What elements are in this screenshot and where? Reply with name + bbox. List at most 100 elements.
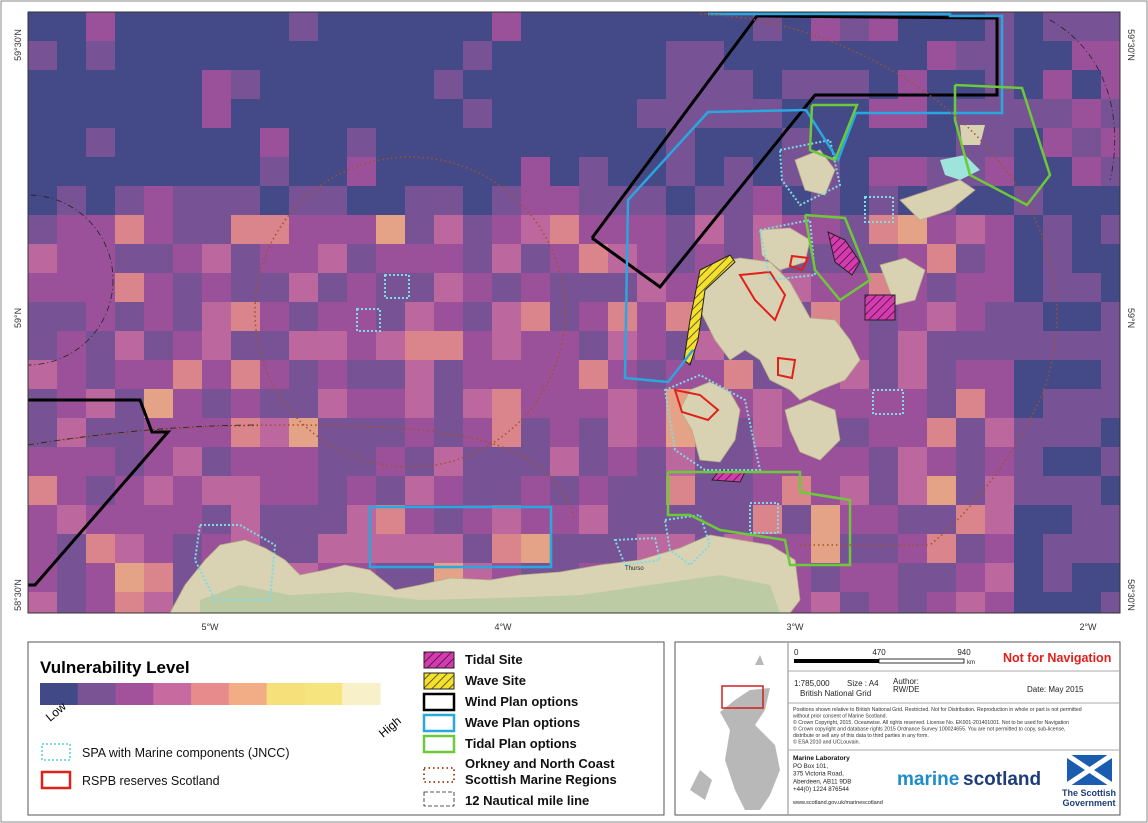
vulnerability-cell: [1043, 128, 1072, 157]
vulnerability-cell: [434, 302, 463, 331]
vulnerability-cell: [144, 360, 173, 389]
vulnerability-cell: [318, 476, 347, 505]
vulnerability-cell: [724, 215, 753, 244]
vulnerability-cell: [289, 157, 318, 186]
vulnerability-cell: [1014, 244, 1043, 273]
vulnerability-cell: [289, 534, 318, 563]
vulnerability-cell: [260, 157, 289, 186]
vulnerability-cell: [434, 476, 463, 505]
vulnerability-cell: [347, 186, 376, 215]
graticule-labels: 59°30'N 59°30'N 59°N 59°N 58°30'N 58°30'N 5°W 4…: [13, 29, 1136, 632]
wave-plan: [368, 505, 553, 569]
vulnerability-cell: [898, 331, 927, 360]
vulnerability-cell: [550, 534, 579, 563]
vulnerability-cell: [28, 12, 57, 41]
warning: Not for Navigation: [1003, 651, 1111, 665]
vulnerability-cell: [28, 128, 57, 157]
color-swatch: [191, 683, 230, 705]
lat-label: 59°30'N: [13, 29, 23, 61]
vulnerability-cell: [579, 476, 608, 505]
vulnerability-cell: [1072, 128, 1101, 157]
vulnerability-cell: [318, 331, 347, 360]
vulnerability-cell: [811, 476, 840, 505]
tidal-site-label: Tidal Site: [465, 652, 523, 667]
vulnerability-cell: [637, 505, 666, 534]
vulnerability-cell: [492, 12, 521, 41]
vulnerability-cell: [376, 389, 405, 418]
vulnerability-cell: [1043, 476, 1072, 505]
vulnerability-cell: [608, 476, 637, 505]
vulnerability-cell: [115, 244, 144, 273]
vulnerability-cell: [550, 476, 579, 505]
vulnerability-cell: [521, 389, 550, 418]
vulnerability-cell: [405, 215, 434, 244]
scale-tick: 470: [872, 648, 886, 657]
vulnerability-cell: [811, 41, 840, 70]
vulnerability-cell: [1072, 592, 1101, 613]
vulnerability-cell: [86, 331, 115, 360]
vulnerability-cell: [492, 447, 521, 476]
vulnerability-cell: [550, 215, 579, 244]
vulnerability-cell: [666, 215, 695, 244]
vulnerability-cell: [289, 12, 318, 41]
vulnerability-cell: [434, 534, 463, 563]
vulnerability-cell: [492, 128, 521, 157]
vulnerability-cell: [492, 273, 521, 302]
vulnerability-cell: [898, 128, 927, 157]
vulnerability-cell: [1043, 12, 1072, 41]
vulnerability-cell: [28, 476, 57, 505]
vulnerability-cell: [1014, 302, 1043, 331]
vulnerability-cell: [550, 447, 579, 476]
vulnerability-cell: [898, 534, 927, 563]
vulnerability-cell: [608, 273, 637, 302]
vulnerability-cell: [869, 41, 898, 70]
vulnerability-cell: [1043, 447, 1072, 476]
vulnerability-cell: [86, 157, 115, 186]
vulnerability-cell: [1043, 244, 1072, 273]
vulnerability-cell: [318, 41, 347, 70]
vulnerability-cell: [550, 186, 579, 215]
vulnerability-cell: [463, 418, 492, 447]
vulnerability-cell: [1072, 99, 1101, 128]
vulnerability-cell: [463, 12, 492, 41]
vulnerability-cell: [144, 12, 173, 41]
vulnerability-cell: [318, 157, 347, 186]
vulnerability-cell: [28, 592, 57, 613]
vulnerability-cell: [144, 186, 173, 215]
vulnerability-cell: [1043, 563, 1072, 592]
vulnerability-cell: [1043, 389, 1072, 418]
vulnerability-cell: [1072, 418, 1101, 447]
vulnerability-cell: [347, 157, 376, 186]
legend-title: Vulnerability Level: [40, 658, 190, 677]
vulnerability-cell: [434, 418, 463, 447]
vulnerability-cell: [57, 70, 86, 99]
vulnerability-cell: [840, 534, 869, 563]
vulnerability-cell: [115, 157, 144, 186]
vulnerability-cell: [898, 505, 927, 534]
vulnerability-cell: [318, 12, 347, 41]
spa-label: SPA with Marine components (JNCC): [82, 746, 289, 760]
vulnerability-cell: [985, 563, 1014, 592]
vulnerability-cell: [405, 186, 434, 215]
vulnerability-cell: [434, 331, 463, 360]
vulnerability-cell: [86, 186, 115, 215]
vulnerability-cell: [1014, 157, 1043, 186]
vulnerability-cell: [115, 215, 144, 244]
vulnerability-cell: [289, 447, 318, 476]
wind-plan-symbol: [422, 692, 456, 712]
vulnerability-cell: [144, 273, 173, 302]
vulnerability-cell: [405, 418, 434, 447]
vulnerability-cell: [1014, 12, 1043, 41]
vulnerability-cell: [57, 12, 86, 41]
vulnerability-cell: [579, 273, 608, 302]
vulnerability-cell: [608, 302, 637, 331]
vulnerability-cell: [289, 331, 318, 360]
vulnerability-cell: [492, 157, 521, 186]
disclaimer-line: © Crown Copyright, 2015. Oceanwise. All …: [793, 719, 1069, 726]
vulnerability-cell: [492, 302, 521, 331]
vulnerability-cell: [579, 302, 608, 331]
color-swatch: [304, 683, 343, 705]
vulnerability-cell: [579, 447, 608, 476]
address-line: +44(0) 1224 876544: [793, 786, 849, 793]
marine-regions: [28, 13, 1058, 546]
